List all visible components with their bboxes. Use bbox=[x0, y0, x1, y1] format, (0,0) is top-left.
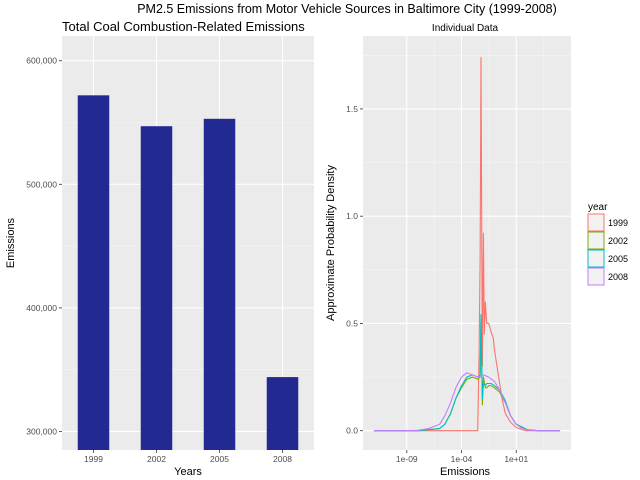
bar-y-tick-label: 300,000 bbox=[26, 426, 57, 436]
density-x-axis-label: Emissions bbox=[440, 466, 491, 478]
bar-y-tick-label: 400,000 bbox=[26, 303, 57, 313]
bar-y-axis-label: Emissions bbox=[5, 217, 17, 268]
legend-label-2008: 2008 bbox=[608, 272, 628, 282]
bar-y-tick-label: 600,000 bbox=[26, 56, 57, 66]
density-chart: Individual Data 0.00.51.01.5 1e-09 1e-04 1… bbox=[325, 23, 571, 478]
bar-x-axis-ticks: 1999 2002 2005 2008 bbox=[84, 450, 292, 464]
legend-label-2002: 2002 bbox=[608, 236, 628, 246]
density-series-lines bbox=[373, 56, 561, 432]
bar-y-tick-label: 500,000 bbox=[26, 179, 57, 189]
density-panel-background bbox=[363, 36, 571, 450]
density-line-2008 bbox=[373, 372, 561, 432]
bar-2005 bbox=[203, 118, 236, 451]
legend: year 1999 2002 2005 2008 bbox=[587, 202, 628, 286]
legend-label-1999: 1999 bbox=[608, 218, 628, 228]
figure-title: PM2.5 Emissions from Motor Vehicle Sourc… bbox=[137, 2, 557, 16]
density-x-tick-label: 1e+01 bbox=[504, 454, 528, 464]
density-y-tick-label: 0.5 bbox=[346, 318, 358, 328]
legend-key-1999 bbox=[587, 213, 605, 232]
density-y-tick-label: 1.0 bbox=[346, 211, 358, 221]
density-y-axis-ticks: 0.0 0.5 1.0 1.5 bbox=[346, 104, 363, 436]
density-line-1999 bbox=[373, 56, 561, 432]
density-x-tick-label: 1e-09 bbox=[396, 454, 418, 464]
density-y-axis-label: Approximate Probability Density bbox=[325, 165, 337, 321]
bar-x-tick-label: 2008 bbox=[273, 454, 292, 464]
legend-title: year bbox=[588, 202, 608, 213]
bar-x-tick-label: 2005 bbox=[210, 454, 229, 464]
legend-label-2005: 2005 bbox=[608, 254, 628, 264]
bar-x-tick-label: 2002 bbox=[147, 454, 166, 464]
bar-marks bbox=[77, 95, 299, 451]
legend-key-2002 bbox=[587, 231, 605, 250]
density-y-tick-label: 0.0 bbox=[346, 426, 358, 436]
density-x-tick-label: 1e-04 bbox=[451, 454, 473, 464]
bar-y-axis-ticks: 300,000 400,000 500,000 600,000 bbox=[26, 56, 62, 436]
bar-x-axis-label: Years bbox=[174, 466, 202, 478]
bar-x-tick-label: 1999 bbox=[84, 454, 103, 464]
bar-2008 bbox=[266, 377, 299, 450]
density-chart-title: Individual Data bbox=[432, 23, 499, 34]
legend-key-2008 bbox=[587, 267, 605, 286]
bar-chart-title: Total Coal Combustion-Related Emissions bbox=[62, 19, 305, 34]
bar-chart: Total Coal Combustion-Related Emissions … bbox=[5, 19, 314, 478]
density-x-axis-ticks: 1e-09 1e-04 1e+01 bbox=[396, 450, 528, 464]
bar-2002 bbox=[140, 126, 173, 450]
density-y-tick-label: 1.5 bbox=[346, 104, 358, 114]
legend-key-2005 bbox=[587, 249, 605, 268]
bar-1999 bbox=[77, 95, 110, 451]
